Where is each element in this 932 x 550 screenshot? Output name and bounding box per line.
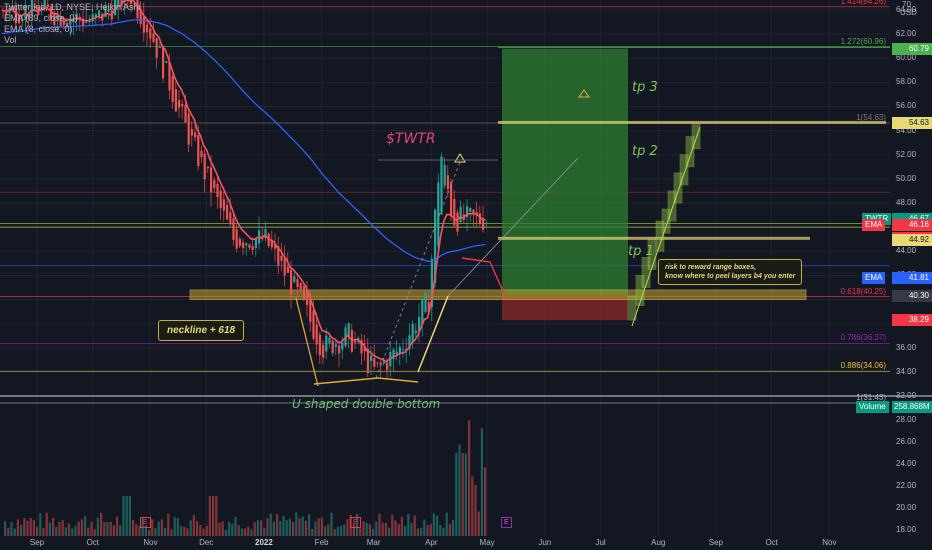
volume-tick: 24.00 (896, 459, 917, 468)
price-tick: 44.00 (896, 246, 917, 256)
ema89-legend[interactable]: EMA (89, close, 0) (4, 13, 78, 23)
tp2-annotation: tp 2 (632, 144, 658, 159)
time-tick: Apr (425, 538, 438, 547)
price-label: 38.29 (892, 314, 932, 327)
fib-label: 0.618(40.25) (840, 286, 886, 296)
volume-tick: 20.00 (896, 503, 917, 512)
time-tick: Nov (822, 538, 837, 547)
fib-levels (0, 6, 890, 404)
fib-label: 1(31.43) (856, 393, 886, 403)
price-tag: EMA (862, 271, 886, 284)
time-tick: Jul (595, 538, 606, 547)
time-tick: May (479, 538, 495, 547)
fib-label: 0.786(36.37) (840, 333, 886, 343)
time-tick: Mar (366, 538, 381, 547)
time-tick: Feb (314, 538, 329, 547)
fib-label: 0.886(34.06) (840, 361, 886, 371)
drawings (295, 89, 590, 387)
price-label: 54.63 (892, 116, 932, 129)
price-tick: 48.00 (896, 198, 917, 208)
earnings-marker-1[interactable]: E (140, 517, 151, 528)
price-tick: 56.00 (896, 101, 917, 111)
volume-tick: 26.00 (896, 437, 917, 446)
price-tag: EMA (862, 219, 886, 232)
price-tick: 50.00 (896, 173, 917, 183)
ema8-legend[interactable]: EMA (8, close, 0) (4, 24, 73, 34)
volume-tick: 18.00 (896, 525, 917, 534)
ticker-annotation: $TWTR (386, 131, 436, 147)
price-label: 60.79 (892, 42, 932, 55)
price-label: 41.81 (892, 271, 932, 284)
candles (2, 0, 488, 380)
fib-label: 1.414(64.26) (840, 0, 886, 6)
time-tick: Aug (651, 538, 666, 547)
price-label: 44.92 (892, 234, 932, 247)
fib-label: 1(54.63) (856, 112, 886, 122)
time-tick: 2022 (255, 538, 273, 547)
earnings-marker-3[interactable]: E (501, 517, 512, 528)
volume-label: Volume (856, 401, 889, 413)
price-tick: 64.00 (896, 4, 917, 14)
bottom-annotation: U shaped double bottom (292, 397, 441, 411)
time-tick: Oct (765, 538, 778, 547)
price-tick: 52.00 (896, 149, 917, 159)
chart-legend: Twitter Inc, 1D, NYSE, Heikin Ashi EMA (… (4, 2, 141, 46)
price-tick: 60.00 (896, 53, 917, 63)
price-tick: 54.00 (896, 125, 917, 135)
price-tick: 36.00 (896, 342, 917, 352)
earnings-marker-2[interactable]: E (350, 517, 361, 528)
price-tick: 34.00 (896, 367, 917, 376)
time-tick: Dec (199, 538, 214, 547)
price-label: 40.30 (892, 289, 932, 302)
currency-label: USD (900, 8, 917, 17)
time-tick: Nov (143, 538, 158, 547)
fib-label: 1.272(60.96) (840, 36, 886, 46)
price-tick: 58.00 (896, 77, 917, 87)
time-tick: Sep (708, 538, 724, 547)
axis-top-tick: 70 (902, 0, 911, 9)
risk-note-line1: risk to reward range boxes, (665, 264, 757, 271)
neckline-annotation: neckline + 618 (158, 320, 245, 341)
tp3-annotation: tp 3 (632, 80, 658, 95)
tp1-annotation: tp 1 (628, 244, 654, 259)
time-tick: Oct (86, 538, 100, 547)
risk-note: risk to reward range boxes, know where t… (658, 259, 803, 285)
risk-note-line2: know where to peel layers b4 you enter (665, 273, 796, 280)
vol-legend[interactable]: Vol (4, 35, 17, 45)
time-tick: Sep (29, 538, 45, 547)
volume-bars (4, 420, 487, 536)
symbol-title[interactable]: Twitter Inc, 1D, NYSE, Heikin Ashi (4, 2, 141, 12)
price-tick: 32.00 (896, 391, 917, 401)
volume-tick: 22.00 (896, 481, 917, 490)
time-tick: Jun (538, 538, 552, 547)
volume-tick: 28.00 (896, 415, 917, 424)
price-tick: 62.00 (896, 29, 917, 39)
ema-lines (1, 0, 486, 363)
volume-value: 258.868M (892, 401, 932, 413)
price-label: 46.16 (892, 219, 932, 232)
